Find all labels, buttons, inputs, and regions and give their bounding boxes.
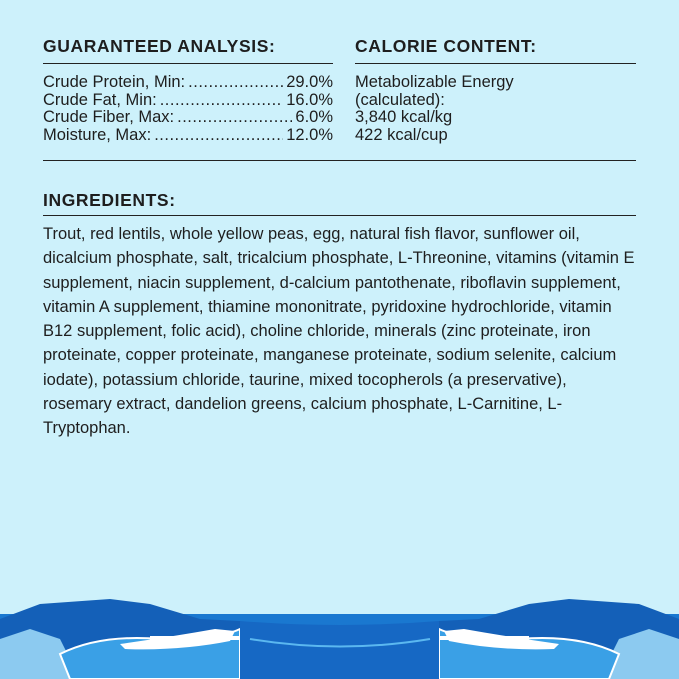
ingredients-heading: INGREDIENTS: (43, 190, 636, 216)
guaranteed-analysis-section: GUARANTEED ANALYSIS: Crude Protein, Min:… (43, 36, 333, 144)
leader-dots (188, 74, 283, 92)
calorie-line: 3,840 kcal/kg (355, 108, 453, 126)
row-value: 16.0% (286, 90, 333, 109)
analysis-row: Crude Protein, Min: 29.0% (43, 73, 333, 92)
row-value: 6.0% (295, 108, 333, 126)
ocean-glacier-illustration (0, 599, 679, 679)
analysis-row: Moisture, Max: 12.0% (43, 125, 333, 145)
ingredients-section: INGREDIENTS: Trout, red lentils, whole y… (43, 190, 636, 441)
analysis-row: Crude Fat, Min: 16.0% (43, 90, 333, 110)
guaranteed-analysis-heading: GUARANTEED ANALYSIS: (43, 36, 333, 64)
row-label: Crude Fat, Min: (43, 90, 157, 109)
section-divider (43, 160, 636, 161)
calorie-line: (calculated): (355, 90, 445, 109)
leader-dots (160, 92, 283, 110)
calorie-line: Metabolizable Energy (355, 73, 514, 91)
calorie-content-section: CALORIE CONTENT: Metabolizable Energy (c… (355, 36, 636, 144)
calorie-content-heading: CALORIE CONTENT: (355, 36, 636, 64)
leader-dots (177, 109, 292, 127)
row-value: 12.0% (286, 125, 333, 144)
calorie-line: 422 kcal/cup (355, 125, 448, 144)
row-label: Crude Protein, Min: (43, 73, 186, 91)
row-label: Crude Fiber, Max: (43, 108, 175, 126)
leader-dots (154, 127, 283, 145)
row-value: 29.0% (286, 73, 333, 91)
row-label: Moisture, Max: (43, 125, 152, 144)
analysis-row: Crude Fiber, Max: 6.0% (43, 108, 333, 127)
ingredients-text: Trout, red lentils, whole yellow peas, e… (43, 225, 635, 438)
